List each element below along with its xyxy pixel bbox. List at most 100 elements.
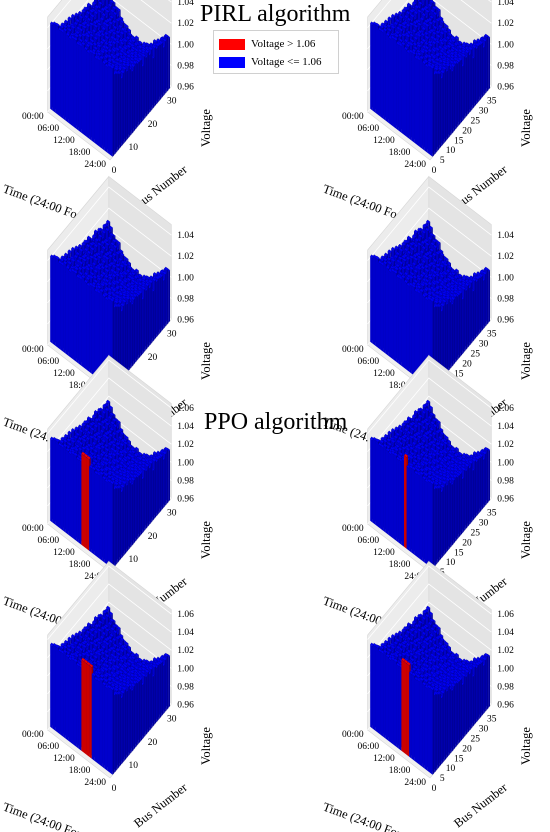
bar-top <box>436 34 441 39</box>
bar-top <box>105 23 110 28</box>
bar-top <box>440 27 446 32</box>
bar-top <box>111 48 117 53</box>
bar-face <box>156 47 158 105</box>
bar-top <box>115 57 120 62</box>
bar-top <box>109 0 114 4</box>
bar-face <box>110 66 113 157</box>
bar-top <box>421 26 426 31</box>
x-tick-label: 12:00 <box>53 136 75 146</box>
bar-top <box>105 9 110 14</box>
y-tick-label: 0 <box>112 166 117 176</box>
bar-top <box>126 44 132 49</box>
bar-face <box>52 23 56 113</box>
bar-top <box>151 44 157 49</box>
bar-top <box>104 19 109 24</box>
legend-entry-normal: Voltage <= 1.06 <box>219 55 322 69</box>
bar-top <box>458 44 463 49</box>
bar-top <box>471 44 477 49</box>
bar-top <box>63 27 68 32</box>
bar-top <box>99 40 105 45</box>
bar-top <box>427 54 432 59</box>
bar-top <box>424 31 429 36</box>
bar-face <box>116 72 118 153</box>
bar-top <box>104 45 110 50</box>
bar-top <box>104 31 109 36</box>
bar-top <box>89 42 94 47</box>
bar-top <box>89 21 94 26</box>
bar-top <box>112 37 118 42</box>
bar-top <box>432 25 438 30</box>
bar-top <box>120 69 125 74</box>
bar-top <box>475 42 480 47</box>
bar-top <box>103 0 106 1</box>
z-tick-label: 1.00 <box>177 40 194 50</box>
bar-face <box>76 43 79 131</box>
bar-face <box>86 51 90 139</box>
y-tick-label: 30 <box>167 97 177 107</box>
bar-top <box>456 58 461 63</box>
bar-face <box>472 57 475 109</box>
bar-top <box>101 38 106 43</box>
bar-top <box>412 41 418 46</box>
bar-top <box>409 21 414 26</box>
bar-top <box>65 32 70 37</box>
bar-top <box>99 55 104 60</box>
bar-top <box>425 23 430 28</box>
bar-face <box>55 24 58 115</box>
bar-top <box>468 46 473 51</box>
bar-face <box>78 44 82 133</box>
bar-top <box>64 19 69 24</box>
bar-face <box>168 37 170 90</box>
bar-top <box>124 23 129 28</box>
bar-top <box>90 13 95 18</box>
bar-top <box>405 23 411 28</box>
bars <box>50 0 171 157</box>
bar-top <box>116 34 121 39</box>
bar-face <box>137 62 139 128</box>
bar-face <box>152 57 155 109</box>
bar-top <box>432 37 438 42</box>
bar-face <box>94 57 97 145</box>
bar-top <box>410 38 415 43</box>
bar-top <box>115 17 120 22</box>
bar-top <box>425 35 430 40</box>
bar-top <box>85 23 91 28</box>
bar-face <box>144 55 146 119</box>
bar-top <box>107 3 113 8</box>
bar-face <box>142 65 144 122</box>
bar-face <box>485 40 487 94</box>
bar-top <box>431 40 437 45</box>
bar-top <box>420 32 425 37</box>
bar-top <box>436 7 441 12</box>
bar-top <box>424 45 430 50</box>
legend-label-normal: Voltage <= 1.06 <box>251 56 322 68</box>
chart-panel-1: Scenario 100:0006:0012:0018:0024:0001020… <box>0 0 213 231</box>
x-tick-label: 18:00 <box>69 148 91 158</box>
bar-top <box>92 1 97 6</box>
bar-top <box>120 27 126 32</box>
bar-face <box>130 68 132 136</box>
bar-top <box>417 43 422 48</box>
bar-top <box>115 52 120 57</box>
bar-top <box>118 52 124 57</box>
z-tick-label: 0.98 <box>177 61 194 71</box>
bar-face <box>140 59 142 124</box>
bar-face <box>147 51 149 115</box>
bar-top <box>123 46 128 51</box>
bar-face <box>73 38 77 129</box>
bar-top <box>100 7 106 12</box>
bar-top <box>107 54 112 59</box>
bar-top <box>443 38 448 43</box>
bar-face <box>124 68 127 143</box>
bar-face <box>161 42 163 98</box>
bar-top <box>148 46 153 51</box>
bar-face <box>119 72 121 149</box>
chart-svg: 00:0006:0012:0018:0024:00051015202530350… <box>321 0 533 231</box>
bar-top <box>131 38 136 43</box>
bar-top <box>402 24 407 29</box>
bar-top <box>75 18 80 23</box>
bar-face <box>50 23 53 111</box>
bar-top <box>112 19 117 24</box>
bar-face <box>84 48 87 137</box>
bar-top <box>417 9 422 14</box>
